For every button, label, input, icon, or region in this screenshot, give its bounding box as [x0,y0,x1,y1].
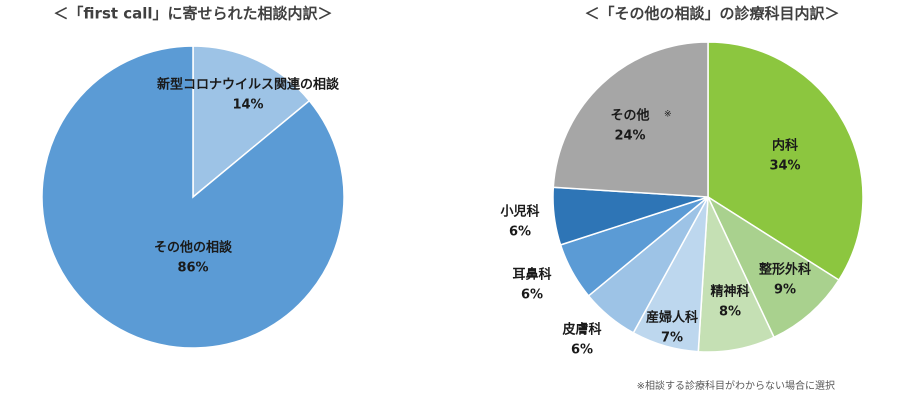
pie-slice [41,45,345,349]
slice-label: 産婦人科 [646,310,698,326]
pie-slice [552,41,709,198]
value-label: 6% [571,343,593,358]
slice-label: 皮膚科 [561,322,601,338]
pie-slice [707,41,864,282]
slice-label: 耳鼻科 [512,267,551,283]
value-label: 9% [774,283,796,298]
slice-label: 精神科 [710,284,749,300]
value-label: 34% [769,159,800,174]
pie-slice [192,45,311,199]
value-label: 6% [521,288,543,303]
chart-title: ＜「first call」に寄せられた相談内訳＞ [53,5,332,23]
slice-label: 新型コロナウイルス関連の相談 [157,77,340,93]
value-label: 14% [232,98,263,113]
value-label: 86% [177,261,208,276]
slice-label: 整形外科 [758,262,811,278]
footnote-mark: ※ [664,110,672,120]
slice-label: その他の相談 [154,240,233,256]
value-label: 24% [614,129,645,144]
chart-title: ＜「その他の相談」の診療科目内訳＞ [584,5,839,23]
value-label: 8% [719,305,741,320]
value-label: 6% [509,225,531,240]
slice-label: その他 [610,108,649,124]
slice-label: 内科 [772,138,798,154]
footnote: ※相談する診療科目がわからない場合に選択 [637,379,835,392]
value-label: 7% [661,331,683,346]
pie-slice [706,194,840,339]
slice-label: 小児科 [500,204,539,220]
